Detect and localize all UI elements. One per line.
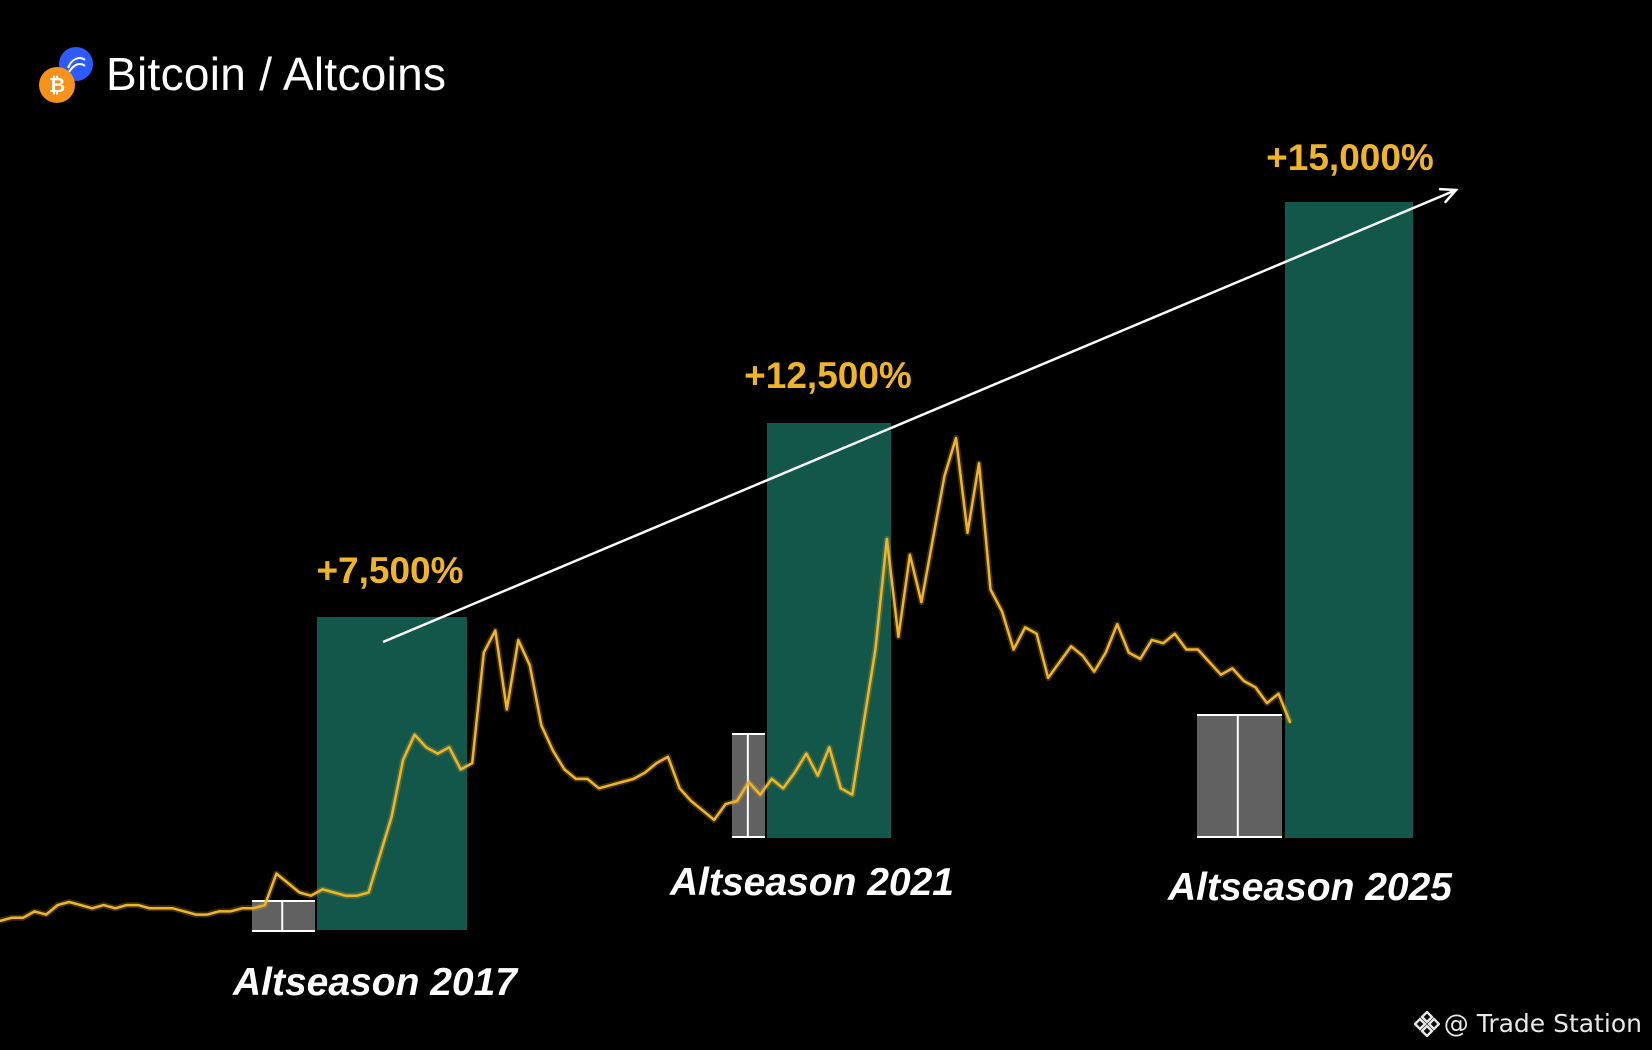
rally-box: [317, 617, 467, 930]
trend-arrow-head: [1438, 187, 1459, 204]
chart-title: Bitcoin / Altcoins: [106, 48, 447, 100]
rally-box: [767, 423, 891, 838]
season-label: Altseason 2017: [232, 961, 519, 1004]
bitcoin-coin-icon: ₿: [39, 67, 75, 103]
coin-icons: ₿: [38, 44, 96, 104]
watermark: @ Trade Station: [1413, 1009, 1642, 1038]
svg-text:₿: ₿: [49, 73, 65, 97]
price-line-layer: [0, 435, 1293, 924]
gain-label: +12,500%: [744, 355, 912, 396]
season-label: Altseason 2021: [669, 861, 954, 904]
rally-box: [1285, 202, 1413, 838]
chart-labels: +7,500% +12,500% +15,000% Altseason 2017 Alt…: [232, 137, 1453, 1004]
accumulation-box: [1197, 714, 1282, 838]
gain-label: +7,500%: [316, 550, 463, 591]
trend-arrow-layer: [382, 187, 1459, 644]
watermark-text: @ Trade Station: [1443, 1009, 1642, 1038]
season-label: Altseason 2025: [1167, 866, 1453, 909]
accumulation-box: [732, 733, 765, 838]
trend-arrow: [382, 188, 1457, 644]
chart-header: ₿ Bitcoin / Altcoins: [38, 44, 446, 104]
season-boxes: [252, 202, 1413, 932]
gain-label: +15,000%: [1266, 137, 1434, 178]
binance-diamond-icon: [1413, 1010, 1440, 1037]
price-line: [0, 436, 1292, 923]
price-line-glow: [0, 435, 1293, 924]
